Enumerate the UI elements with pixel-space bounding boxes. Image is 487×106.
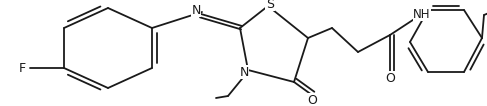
Text: N: N (239, 66, 249, 79)
Text: O: O (385, 72, 395, 84)
Text: F: F (19, 61, 25, 75)
Text: O: O (307, 93, 317, 106)
Text: S: S (266, 0, 274, 10)
Text: N: N (191, 3, 201, 17)
Text: NH: NH (413, 8, 431, 20)
